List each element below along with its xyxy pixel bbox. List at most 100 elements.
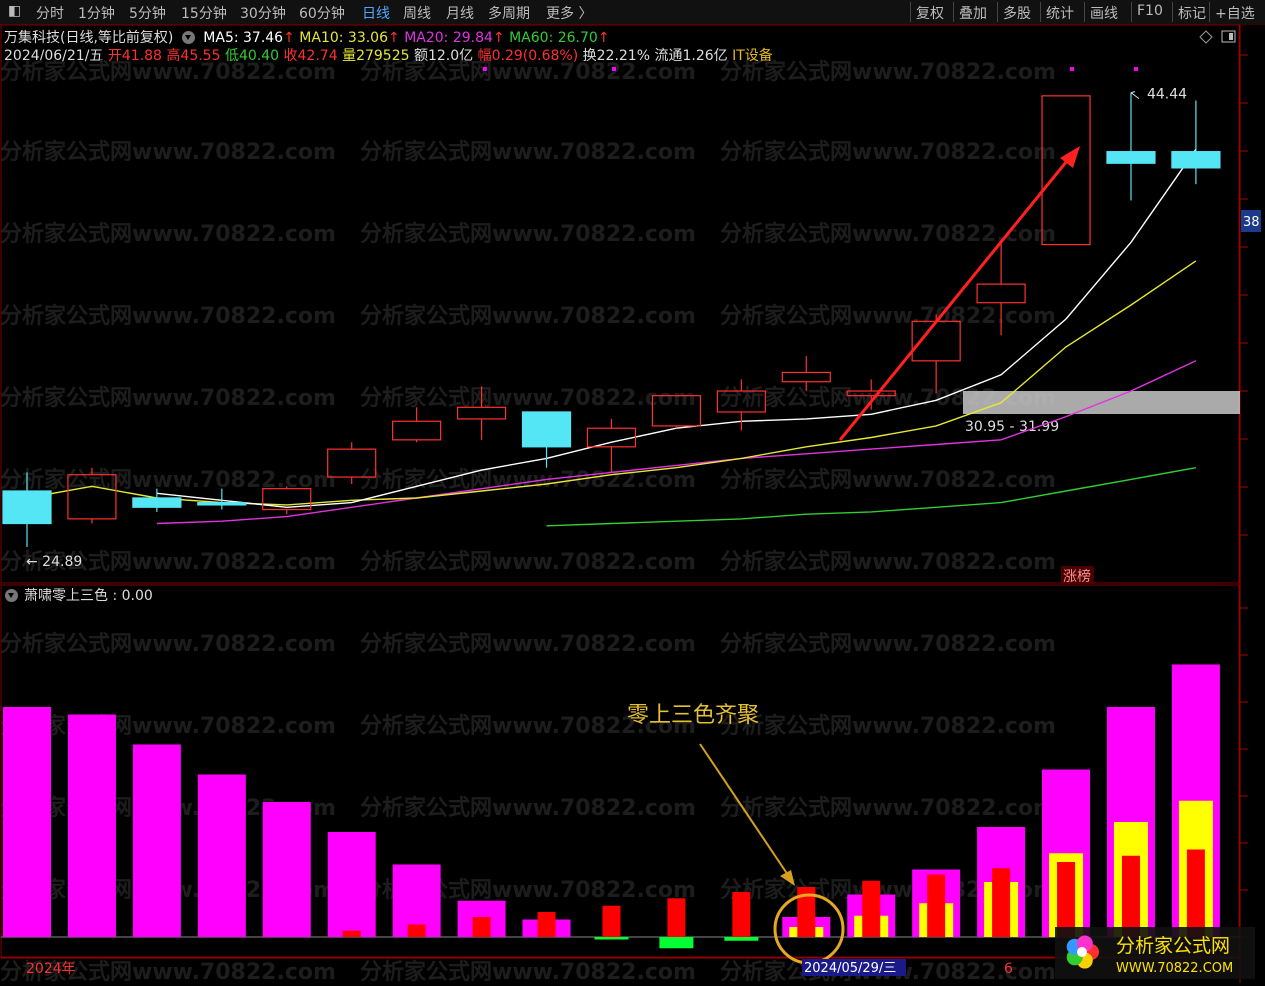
candle-body — [456, 406, 507, 420]
footer-date-box — [802, 959, 906, 976]
ma60-value: MA60: 26.70 — [509, 30, 598, 46]
indicator-bar-red — [342, 930, 361, 937]
price-tag-text: 38 — [1243, 215, 1260, 230]
right-tab-6[interactable]: 标记 — [1178, 6, 1206, 22]
ma20-value: MA20: 29.84 — [404, 30, 493, 46]
zhangbang-text: 涨榜 — [1063, 568, 1091, 585]
window-icon-pane — [1229, 33, 1233, 40]
logo-flower-center — [1077, 947, 1087, 957]
indicator-bar-magenta — [3, 707, 51, 937]
quote-date: 2024/06/21/五 — [4, 48, 104, 64]
diamond-icon — [1199, 30, 1213, 44]
toolbar-divider — [997, 2, 998, 22]
indicator-bar-red — [1186, 849, 1205, 937]
indicator-bar-magenta — [262, 802, 311, 937]
gear-icon[interactable] — [181, 31, 195, 44]
candle-body — [846, 390, 896, 397]
candle-body — [262, 488, 312, 511]
high-price-label: 44.44 — [1147, 87, 1187, 103]
candle-body — [521, 411, 572, 448]
indicator-bar-magenta — [327, 832, 376, 937]
tab-7[interactable]: 周线 — [403, 6, 431, 22]
tab-4[interactable]: 30分钟 — [240, 6, 286, 22]
tab-10[interactable]: 更多 〉 — [546, 6, 593, 22]
stock-title-row: 万集科技(日线,等比前复权) MA5: 37.46↑ MA10: 33.06↑ … — [4, 30, 610, 46]
sector-label[interactable]: IT设备 — [732, 48, 773, 64]
toolbar-divider — [1040, 2, 1041, 22]
candle-body — [1106, 151, 1156, 164]
ma60-line — [546, 467, 1197, 527]
indicator-bar-red — [992, 868, 1011, 937]
signal-dot — [1070, 67, 1074, 71]
turnover-value: 换22.21% — [582, 48, 651, 64]
toolbar-divider — [1084, 2, 1085, 22]
close-value: 42.74 — [297, 48, 338, 64]
indicator-bar-red — [1057, 862, 1076, 937]
indicator-panel-frame — [0, 584, 1240, 958]
indicator-bar-red — [732, 892, 751, 937]
indicator-bar-green — [724, 937, 759, 941]
right-tab-0[interactable]: 复权 — [916, 6, 944, 22]
right-tab-3[interactable]: 统计 — [1046, 6, 1074, 22]
high-value: 45.55 — [180, 48, 221, 64]
low-label: 低 — [224, 48, 239, 64]
indicator-bar-red — [862, 880, 881, 937]
footer-date-label: 2024/05/29/三 — [804, 961, 896, 976]
low-price-label: ← 24.89 — [26, 554, 82, 570]
indicator-bar-magenta — [197, 774, 246, 937]
range-value: 0.29(0.68%) — [491, 48, 579, 64]
tab-9[interactable]: 多周期 — [488, 6, 530, 22]
tab-2[interactable]: 5分钟 — [129, 6, 166, 22]
indicator-name-label: 萧啸零上三色 : 0.00 — [24, 587, 153, 604]
zhangbang-badge — [1061, 566, 1094, 584]
indicator-bar-red — [927, 874, 946, 937]
indicator-bar-magenta — [67, 714, 116, 937]
right-tab-1[interactable]: 叠加 — [959, 6, 987, 22]
toolbar-divider — [1172, 2, 1173, 22]
right-tab-4[interactable]: 画线 — [1090, 6, 1118, 22]
signal-dot — [1134, 67, 1138, 71]
stock-title[interactable]: 万集科技(日线,等比前复权) — [4, 30, 174, 46]
candle-body — [197, 502, 247, 506]
indicator-bar-red — [797, 887, 816, 937]
indicator-bar-red — [537, 912, 556, 937]
right-tab-7[interactable]: +自选 — [1215, 6, 1255, 22]
price-tag-box — [1241, 210, 1261, 232]
high-marker-arrow — [1130, 91, 1140, 99]
right-tab-5[interactable]: F10 — [1137, 3, 1163, 19]
toolbar-divider — [910, 2, 911, 22]
trend-arrow-head — [1060, 146, 1080, 168]
open-value: 41.88 — [121, 48, 162, 64]
indicator-bar-red — [602, 905, 621, 937]
candle-body — [586, 427, 637, 448]
open-label: 开 — [107, 48, 122, 64]
tab-3[interactable]: 15分钟 — [181, 6, 227, 22]
price-panel-frame — [0, 24, 1240, 584]
ma10-value: MA10: 33.06 — [299, 30, 388, 46]
tab-8[interactable]: 月线 — [446, 6, 474, 22]
indicator-bar-red — [472, 917, 491, 937]
close-label: 收 — [283, 48, 298, 64]
toolbar-divider — [1131, 2, 1132, 22]
amount-label: 额 — [413, 48, 428, 64]
candle-body — [2, 490, 52, 525]
indicator-gear-icon[interactable] — [5, 589, 18, 602]
low-value: 40.40 — [238, 48, 280, 64]
expand-icon[interactable]: ◧ — [8, 3, 22, 19]
candle-body — [1171, 151, 1221, 169]
tab-5[interactable]: 60分钟 — [299, 6, 345, 22]
vol-value: 279525 — [356, 48, 410, 64]
annotation-arrow-head — [780, 870, 795, 886]
logo-text: 分析家公式网 — [1116, 935, 1230, 957]
indicator-bar-magenta — [132, 744, 181, 937]
signal-dot — [612, 67, 616, 71]
quote-row: 2024/06/21/五 开41.88 高45.55 低40.40 收42.74… — [4, 45, 773, 65]
tab-6[interactable]: 日线 — [362, 6, 390, 22]
tab-1[interactable]: 1分钟 — [78, 6, 115, 22]
candle-body — [781, 371, 831, 383]
tab-0[interactable]: 分时 — [36, 6, 64, 22]
window-icon — [1221, 30, 1236, 43]
right-tab-2[interactable]: 多股 — [1003, 6, 1031, 22]
amount-value: 12.0亿 — [427, 48, 474, 64]
